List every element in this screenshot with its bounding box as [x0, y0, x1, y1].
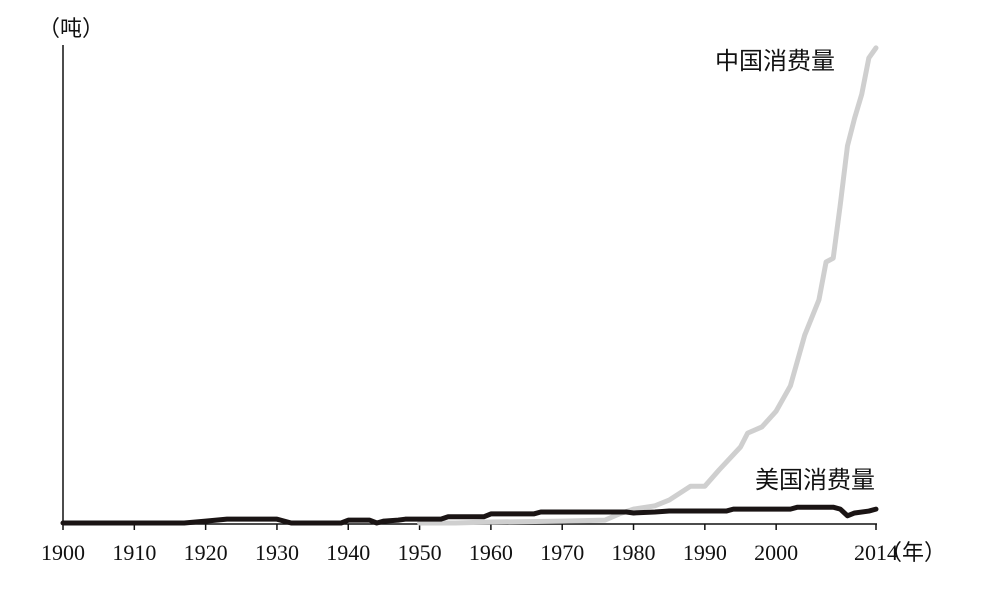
x-tick-label: 2000 [754, 540, 798, 565]
x-tick-label: 1910 [112, 540, 156, 565]
x-tick-label: 1950 [398, 540, 442, 565]
x-tick-label: 1940 [326, 540, 370, 565]
series-label: 中国消费量 [715, 47, 835, 75]
x-tick-label: 1980 [612, 540, 656, 565]
x-tick-label: 1970 [540, 540, 584, 565]
series-line [417, 45, 879, 526]
x-tick-label: 1960 [469, 540, 513, 565]
series-line [60, 504, 879, 526]
x-tick-label: 1920 [184, 540, 228, 565]
x-tick-label: 2014 [854, 540, 898, 565]
y-axis-label: （吨） [38, 16, 104, 41]
x-tick-label: 1990 [683, 540, 727, 565]
x-tick-label: 1930 [255, 540, 299, 565]
series-label: 美国消费量 [755, 466, 875, 494]
x-tick-label: 1900 [41, 540, 85, 565]
x-axis-label: （年） [880, 540, 946, 565]
